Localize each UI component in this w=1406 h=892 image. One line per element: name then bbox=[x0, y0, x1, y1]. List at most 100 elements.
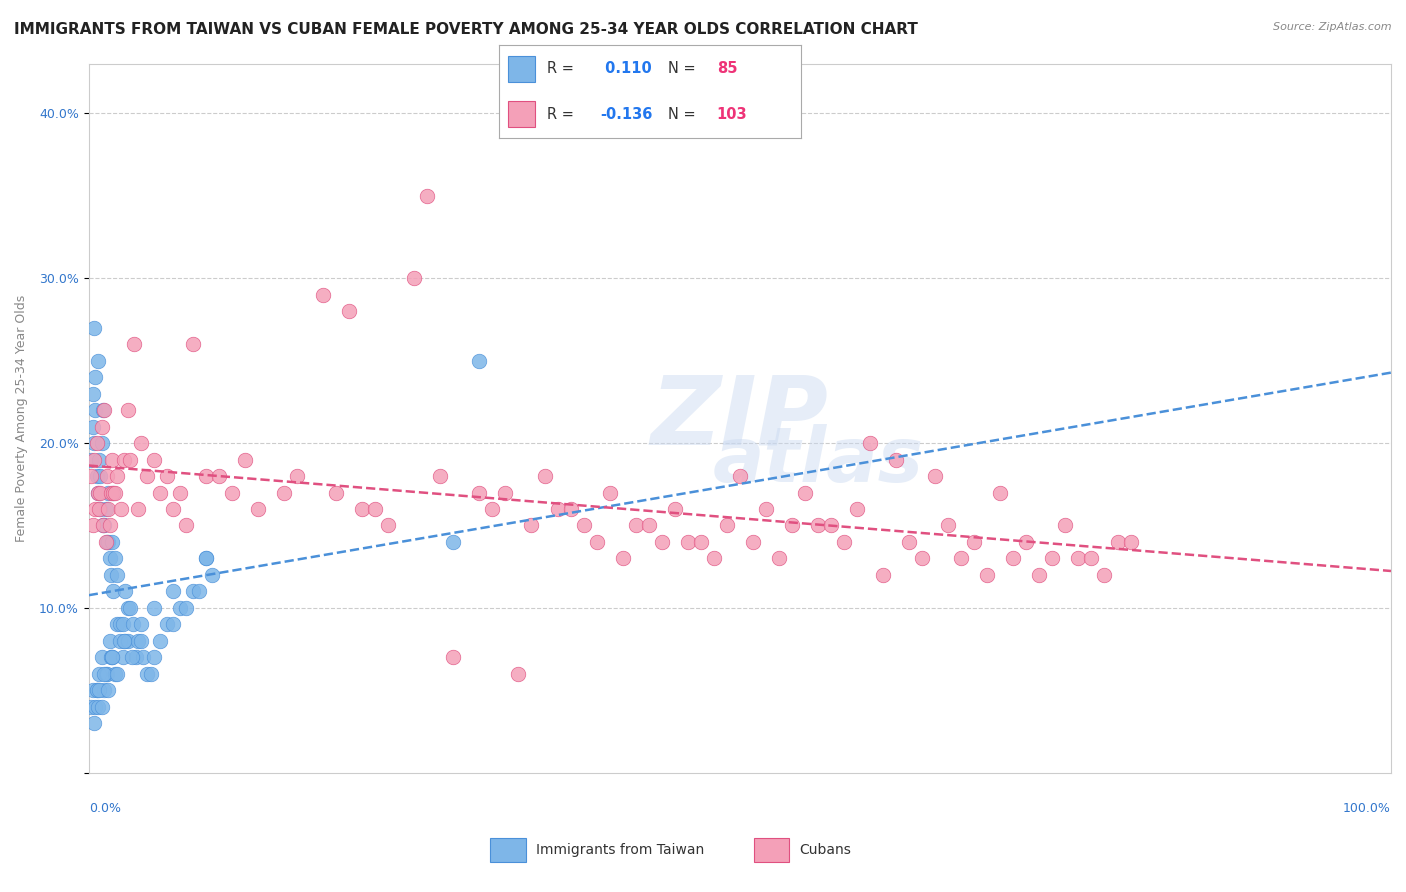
Point bbox=[111, 650, 134, 665]
Point bbox=[117, 600, 139, 615]
Point bbox=[98, 518, 121, 533]
Point bbox=[93, 403, 115, 417]
Point bbox=[100, 485, 122, 500]
Point bbox=[533, 469, 555, 483]
Point bbox=[377, 518, 399, 533]
Point bbox=[141, 666, 163, 681]
Point bbox=[103, 485, 125, 500]
Point bbox=[91, 518, 114, 533]
Point bbox=[83, 716, 105, 731]
Text: N =: N = bbox=[668, 61, 700, 76]
Point bbox=[494, 485, 516, 500]
Point bbox=[90, 436, 112, 450]
Point bbox=[80, 452, 103, 467]
Point bbox=[124, 337, 146, 351]
Point bbox=[572, 518, 595, 533]
Point bbox=[755, 502, 778, 516]
Point bbox=[637, 518, 659, 533]
Point bbox=[560, 502, 582, 516]
Point bbox=[429, 469, 451, 483]
Point bbox=[90, 699, 112, 714]
Point bbox=[703, 551, 725, 566]
Point bbox=[194, 551, 217, 566]
Point bbox=[127, 633, 149, 648]
Point bbox=[325, 485, 347, 500]
Point bbox=[96, 666, 118, 681]
Point bbox=[142, 600, 165, 615]
Point bbox=[884, 452, 907, 467]
Point bbox=[90, 650, 112, 665]
Point bbox=[136, 666, 159, 681]
Text: IMMIGRANTS FROM TAIWAN VS CUBAN FEMALE POVERTY AMONG 25-34 YEAR OLDS CORRELATION: IMMIGRANTS FROM TAIWAN VS CUBAN FEMALE P… bbox=[14, 22, 918, 37]
Text: ZIP: ZIP bbox=[651, 372, 828, 465]
Point bbox=[404, 271, 426, 285]
Bar bbox=[491, 838, 526, 862]
Point bbox=[80, 699, 103, 714]
Point bbox=[136, 469, 159, 483]
Point bbox=[97, 683, 120, 698]
Bar bbox=[508, 56, 536, 82]
Point bbox=[103, 485, 125, 500]
Point bbox=[82, 683, 104, 698]
Point bbox=[94, 502, 117, 516]
Point bbox=[337, 304, 360, 318]
Point bbox=[768, 551, 790, 566]
Point bbox=[233, 452, 256, 467]
Text: -0.136: -0.136 bbox=[600, 107, 652, 122]
Bar bbox=[754, 838, 789, 862]
Point bbox=[83, 436, 105, 450]
Point bbox=[93, 518, 115, 533]
Point bbox=[364, 502, 387, 516]
Point bbox=[963, 535, 986, 549]
Point bbox=[188, 584, 211, 599]
Point bbox=[97, 502, 120, 516]
Point bbox=[89, 502, 111, 516]
Point bbox=[612, 551, 634, 566]
Point bbox=[194, 469, 217, 483]
Point bbox=[96, 535, 118, 549]
Point bbox=[89, 485, 111, 500]
Point bbox=[1042, 551, 1064, 566]
Point bbox=[976, 568, 998, 582]
Point bbox=[352, 502, 374, 516]
Point bbox=[312, 287, 335, 301]
Point bbox=[114, 584, 136, 599]
Point bbox=[169, 485, 191, 500]
Point bbox=[624, 518, 647, 533]
Point bbox=[101, 535, 124, 549]
Point bbox=[120, 452, 142, 467]
Point bbox=[872, 568, 894, 582]
Point bbox=[87, 353, 110, 368]
Point bbox=[1067, 551, 1090, 566]
Point bbox=[468, 485, 491, 500]
Point bbox=[86, 683, 108, 698]
Point bbox=[91, 403, 114, 417]
Point bbox=[950, 551, 973, 566]
Text: 103: 103 bbox=[717, 107, 748, 122]
Point bbox=[162, 502, 184, 516]
Point bbox=[117, 633, 139, 648]
Point bbox=[1107, 535, 1129, 549]
Point bbox=[101, 650, 124, 665]
Point bbox=[599, 485, 621, 500]
Point bbox=[162, 584, 184, 599]
Point bbox=[285, 469, 308, 483]
Point bbox=[124, 650, 146, 665]
Text: Source: ZipAtlas.com: Source: ZipAtlas.com bbox=[1274, 22, 1392, 32]
Text: atlas: atlas bbox=[713, 424, 924, 498]
Point bbox=[832, 535, 855, 549]
Point bbox=[924, 469, 946, 483]
Point bbox=[794, 485, 817, 500]
Point bbox=[132, 650, 155, 665]
Point bbox=[82, 386, 104, 401]
Point bbox=[82, 419, 104, 434]
Point bbox=[221, 485, 243, 500]
Point bbox=[1028, 568, 1050, 582]
Point bbox=[780, 518, 803, 533]
Point bbox=[100, 568, 122, 582]
Y-axis label: Female Poverty Among 25-34 Year Olds: Female Poverty Among 25-34 Year Olds bbox=[15, 294, 28, 542]
Text: 100.0%: 100.0% bbox=[1343, 802, 1391, 814]
Point bbox=[129, 617, 152, 632]
Point bbox=[83, 320, 105, 334]
Point bbox=[89, 502, 111, 516]
